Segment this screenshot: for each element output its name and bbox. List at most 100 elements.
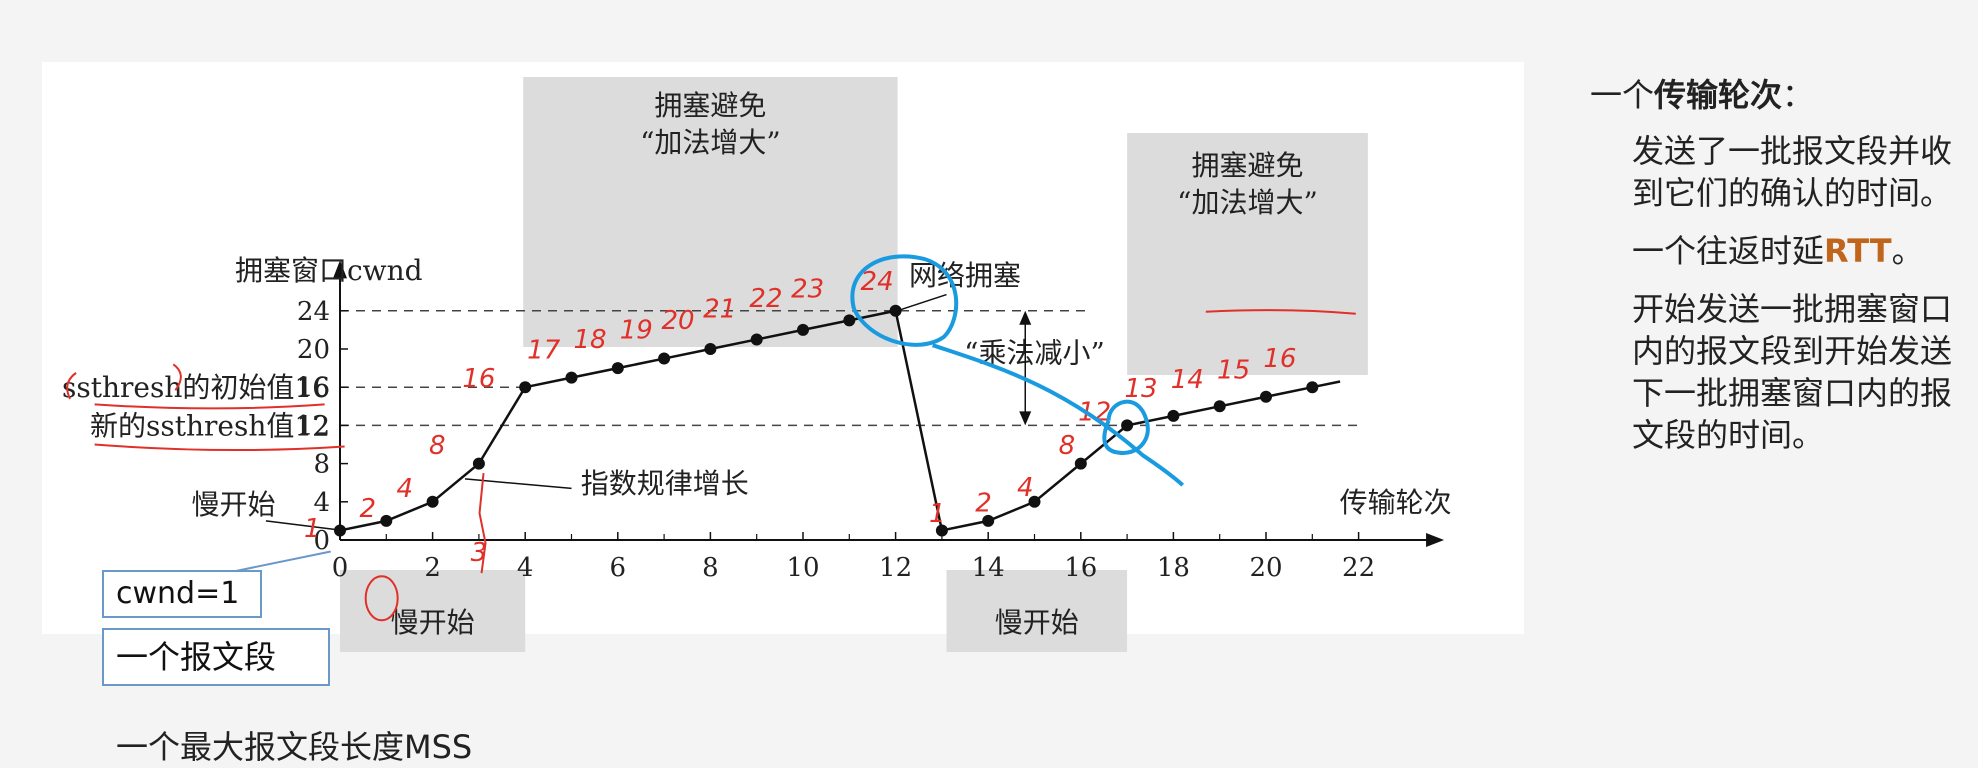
x-axis-arrow (1426, 533, 1445, 547)
handwritten-number: 8 (429, 431, 446, 461)
x-tick-label: 10 (786, 553, 819, 583)
explanation-p1: 发送了一批报文段并收到它们的确认的时间。 (1632, 132, 1953, 212)
x-tick-label: 14 (972, 553, 1005, 583)
data-point (426, 495, 439, 508)
data-point (1121, 419, 1134, 432)
data-point (1074, 457, 1087, 470)
data-point (334, 524, 346, 537)
handwritten-number: 1 (929, 499, 946, 529)
handwritten-number: 15 (1217, 356, 1250, 386)
handwritten-number: 2 (975, 488, 992, 518)
handwritten-underline-avoid (1205, 309, 1356, 315)
ref-line-label: ssthresh的初始值16 (62, 371, 330, 404)
data-point (889, 304, 902, 317)
data-point (611, 362, 624, 375)
y-tick-label: 8 (313, 450, 330, 480)
region-sublabel: “加法增大” (1177, 186, 1318, 219)
x-tick-label: 12 (879, 553, 912, 583)
x-tick-label: 18 (1157, 553, 1190, 583)
region-label: 慢开始 (995, 606, 1079, 639)
handwritten-number: 20 (661, 306, 694, 336)
explanation-p2: 一个往返时延RTT。 (1632, 232, 1924, 270)
y-tick-label: 0 (313, 526, 330, 556)
mss-note: 一个最大报文段长度MSS (116, 728, 473, 766)
data-point (1167, 409, 1180, 422)
data-point (658, 352, 671, 365)
region-label: 拥塞避免 (654, 89, 766, 122)
y-tick-label: 20 (297, 335, 330, 365)
handwritten-underline-12 (94, 443, 345, 452)
explanation-p3: 开始发送一批拥塞窗口内的报文段到开始发送下一批拥塞窗口内的报文段的时间。 (1632, 290, 1953, 454)
data-point (519, 381, 532, 394)
handwritten-stroke (478, 473, 487, 574)
handwritten-number: 24 (861, 267, 894, 297)
data-point (843, 314, 856, 327)
blue-circle-congestion (850, 254, 959, 347)
handwritten-number: 14 (1171, 365, 1204, 395)
data-point (1028, 495, 1041, 508)
x-tick-label: 22 (1342, 553, 1375, 583)
handwritten-number: 1 (304, 514, 321, 544)
handwritten-number: 23 (791, 274, 824, 304)
slow-start-pointer (265, 520, 336, 531)
decrease-arrow-up (1019, 310, 1032, 325)
region-shade (523, 77, 898, 347)
x-tick-label: 2 (424, 553, 441, 583)
data-point (380, 514, 393, 527)
handwritten-bracket (66, 363, 182, 400)
cwnd-note: cwnd=1 (102, 570, 262, 618)
handwritten-number: 4 (397, 474, 414, 504)
y-axis-title: 拥塞窗口cwnd (235, 254, 423, 287)
handwritten-number: 22 (749, 284, 782, 314)
x-axis-title: 传输轮次 (1340, 486, 1452, 519)
handwritten-number: 18 (573, 325, 606, 355)
ref-line-label: 新的ssthresh值12 (90, 409, 330, 442)
x-tick-label: 0 (332, 553, 349, 583)
y-tick-label: 4 (313, 488, 330, 518)
region-shade (946, 570, 1128, 652)
data-point (982, 514, 995, 527)
data-point (1260, 390, 1272, 403)
annotation-network-congestion: 网络拥塞 (909, 259, 1021, 292)
handwritten-number: 17 (527, 336, 561, 366)
y-tick-label: 24 (297, 297, 330, 327)
decrease-arrow-down (1019, 411, 1032, 426)
handwritten-number: 16 (1263, 344, 1296, 374)
region-label: 慢开始 (391, 606, 475, 639)
x-tick-label: 6 (610, 553, 627, 583)
x-tick-label: 20 (1249, 553, 1282, 583)
annotation-slow-start: 慢开始 (192, 488, 276, 521)
data-point (935, 524, 948, 537)
data-point (750, 333, 763, 346)
handwritten-number: 19 (620, 315, 653, 345)
data-point (472, 457, 485, 470)
annotation-exponential-growth: 指数规律增长 (581, 467, 749, 500)
y-tick-label: 16 (297, 373, 330, 403)
data-point (704, 343, 717, 355)
blue-circle-12 (1102, 399, 1150, 455)
explanation-title: 一个传输轮次： (1590, 76, 1815, 114)
y-axis-arrow (333, 260, 347, 279)
segment-note: 一个报文段 (102, 628, 330, 686)
handwritten-number: 13 (1124, 374, 1157, 404)
region-sublabel: “加法增大” (640, 126, 781, 159)
region-shade (1127, 133, 1368, 375)
transmission-round-explanation: 一个传输轮次： 发送了一批报文段并收到它们的确认的时间。 一个往返时延RTT。 … (1590, 70, 1960, 472)
handwritten-circle (364, 575, 399, 622)
annotation-pointer (899, 293, 947, 311)
data-point (797, 323, 809, 336)
data-point (565, 371, 578, 384)
handwritten-number: 16 (462, 364, 495, 394)
blue-link-stroke (932, 343, 1185, 487)
y-tick-label: 12 (297, 411, 330, 441)
handwritten-number: 21 (703, 294, 736, 324)
handwritten-underline-16 (94, 403, 325, 410)
data-point (1306, 381, 1319, 394)
handwritten-number: 2 (360, 494, 377, 524)
region-label: 拥塞避免 (1191, 149, 1303, 182)
data-point (1213, 400, 1226, 413)
x-tick-label: 4 (517, 553, 534, 583)
x-tick-label: 8 (702, 553, 719, 583)
handwritten-number: 8 (1059, 431, 1076, 461)
